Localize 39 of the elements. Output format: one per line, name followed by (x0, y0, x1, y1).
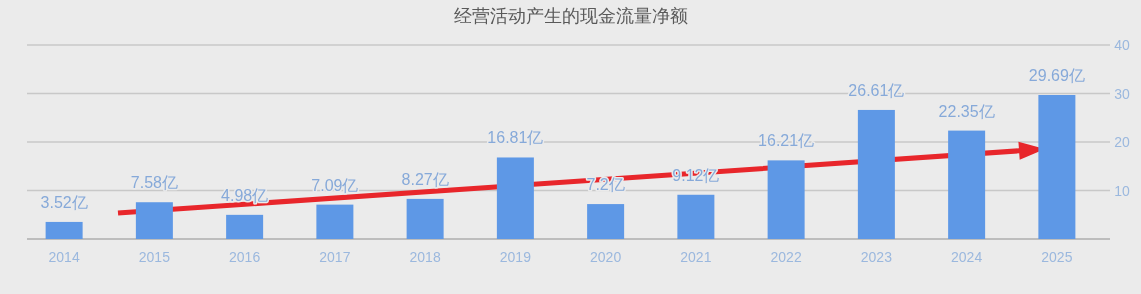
data-label: 4.98亿 (221, 186, 269, 204)
x-tick-label: 2015 (138, 249, 171, 265)
data-label: 8.27亿 (401, 170, 449, 188)
bar (406, 198, 444, 239)
bar (677, 194, 715, 239)
x-tick-label: 2014 (48, 249, 80, 265)
data-label: 26.61亿 (848, 81, 905, 99)
x-tick-label: 2023 (860, 249, 893, 265)
bar (587, 204, 625, 239)
bar (316, 204, 354, 239)
bar (948, 130, 986, 239)
bar (496, 157, 534, 239)
x-tick-label: 2021 (680, 249, 712, 265)
bar (767, 160, 805, 239)
y-tick-label: 10 (1114, 182, 1130, 199)
bar (135, 202, 173, 239)
chart-title: 经营活动产生的现金流量净额 (453, 6, 688, 26)
data-label: 16.81亿 (487, 129, 544, 147)
y-tick-label: 30 (1114, 85, 1130, 102)
x-tick-label: 2019 (499, 249, 532, 265)
x-tick-label: 2016 (229, 249, 261, 265)
data-label: 22.35亿 (938, 102, 995, 120)
data-label: 29.69亿 (1028, 67, 1085, 84)
x-tick-label: 2025 (1041, 249, 1073, 265)
data-label: 3.52亿 (40, 193, 88, 211)
bar (1038, 95, 1076, 239)
data-label: 16.21亿 (758, 132, 815, 150)
x-tick-label: 2017 (319, 249, 351, 265)
bar (45, 221, 83, 239)
data-label: 7.58亿 (130, 174, 178, 192)
bar (226, 214, 264, 239)
y-tick-label: 40 (1114, 37, 1130, 53)
x-tick-label: 2022 (770, 249, 802, 265)
x-tick-label: 2024 (951, 249, 983, 265)
x-tick-label: 2018 (409, 249, 441, 265)
bar (857, 109, 895, 239)
data-label: 7.09亿 (311, 176, 359, 194)
x-tick-label: 2020 (590, 249, 622, 265)
y-tick-label: 20 (1114, 134, 1130, 150)
